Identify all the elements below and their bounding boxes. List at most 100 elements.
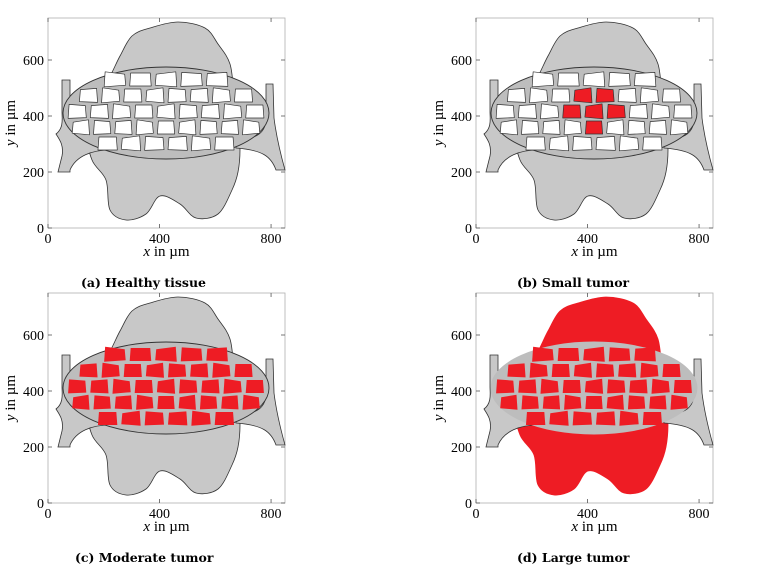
vessel-pocket <box>573 362 592 378</box>
vessel-pocket <box>157 396 175 409</box>
vessel-pocket <box>540 378 559 394</box>
vessel-pocket <box>618 135 640 152</box>
y-axis-label: y in µm <box>3 375 19 423</box>
vessel-pocket <box>673 104 693 119</box>
vessel-pocket <box>495 104 515 119</box>
vessel-pocket <box>532 346 554 362</box>
panel-a: 0 400 800 0 200 400 600 x in µm y in µm <box>0 0 300 262</box>
vessel-pocket <box>114 395 133 410</box>
vessel-pocket <box>542 395 561 410</box>
vessel-pocket <box>618 363 637 378</box>
x-tick-label: 800 <box>261 232 282 247</box>
vessel-pocket <box>191 410 211 426</box>
panel-b-caption: (b) Small tumor <box>517 275 630 290</box>
vessel-pocket <box>205 72 229 87</box>
x-axis-label: x in µm <box>142 519 189 535</box>
vessel-pocket <box>190 363 209 378</box>
vessel-pocket <box>651 378 670 394</box>
vessel-pocket <box>673 380 692 393</box>
vessel-pocket <box>129 348 152 361</box>
vessel-pocket <box>154 71 178 88</box>
vessel-pocket <box>542 120 561 135</box>
vessel-pocket <box>220 120 239 135</box>
vessel-pocket <box>167 88 187 103</box>
x-tick-label: 800 <box>261 507 282 522</box>
vessel-pocket <box>123 88 143 103</box>
vessel-pocket <box>180 72 203 87</box>
vessel-pocket <box>112 103 132 120</box>
vessel-pocket <box>179 379 198 394</box>
vessel-pocket <box>144 136 165 151</box>
vessel-pocket <box>79 88 98 103</box>
vessel-pocket <box>529 87 549 104</box>
vessel-pocket <box>640 362 659 378</box>
y-axis-label: y in µm <box>3 100 19 148</box>
vessel-pocket <box>112 378 131 394</box>
y-tick-label: 0 <box>37 222 44 237</box>
y-axis-label: y in µm <box>431 100 447 148</box>
panel-a-caption: (a) Healthy tissue <box>81 275 207 290</box>
vessel-pocket <box>145 87 165 104</box>
vessel-pocket <box>90 379 109 394</box>
vessel-pocket <box>79 363 98 378</box>
vessel-pocket <box>144 411 164 426</box>
vessel-pocket <box>72 394 90 410</box>
vessel-pocket <box>607 379 626 394</box>
vessel-pocket <box>167 136 188 151</box>
vessel-pocket <box>104 346 126 362</box>
x-tick-label: 400 <box>577 232 598 247</box>
y-axis-label: y in µm <box>431 375 447 423</box>
vessel-pocket <box>168 411 188 426</box>
panel-d-plot: 0 400 800 0 200 400 600 x in µm y in µm <box>431 292 714 535</box>
vessel-pocket <box>68 379 87 394</box>
y-tick-label: 200 <box>451 166 472 181</box>
vessel-pocket <box>583 346 605 362</box>
axes-frame <box>475 292 714 504</box>
y-tick-label: 400 <box>451 110 472 125</box>
vessel-pocket <box>662 88 681 103</box>
x-axis-label: x in µm <box>570 244 617 260</box>
vessel-pocket <box>572 136 593 151</box>
vessel-pocket <box>651 103 671 120</box>
vessel-pocket <box>563 119 582 136</box>
vessel-pocket <box>634 347 656 362</box>
vessel-pocket <box>517 104 537 119</box>
x-tick-label: 400 <box>149 507 170 522</box>
vessel-pocket <box>67 104 87 119</box>
vessel-pocket <box>201 379 220 394</box>
vessel-pocket <box>234 364 253 377</box>
x-tick-label: 0 <box>473 507 480 522</box>
y-tick-label: 0 <box>465 222 472 237</box>
vessel-pocket <box>200 104 220 119</box>
vessel-pocket <box>199 395 218 410</box>
panel-a-plot: 0 400 800 0 200 400 600 x in µm y in µm <box>3 17 286 260</box>
vessel-pocket <box>529 362 548 378</box>
vessel-pocket <box>606 119 625 136</box>
right-vessel <box>663 358 714 446</box>
vessel-pocket <box>71 119 90 136</box>
vessel-pocket <box>211 87 231 104</box>
vessel-pocket <box>595 88 615 103</box>
vessel-pocket <box>549 410 569 426</box>
y-tick-label: 600 <box>451 329 472 344</box>
vessel-pocket <box>178 104 198 119</box>
vessel-pocket <box>103 71 127 88</box>
vessel-pocket <box>245 380 264 393</box>
vessel-pocket <box>584 378 604 394</box>
vessel-pocket <box>114 120 133 135</box>
y-tick-label: 200 <box>23 166 44 181</box>
vessel-pocket <box>564 394 582 410</box>
vessel-pocket <box>214 412 235 425</box>
vessel-pocket <box>97 412 118 425</box>
vessel-pocket <box>670 119 689 136</box>
panel-b: 0 400 800 0 200 400 600 x in µm y in µm <box>428 0 728 262</box>
vessel-pocket <box>606 104 626 119</box>
vessel-pocket <box>135 119 154 136</box>
y-tick-label: 600 <box>23 329 44 344</box>
x-axis-label: x in µm <box>142 244 189 260</box>
vessel-pocket <box>572 411 592 426</box>
y-tick-label: 400 <box>451 385 472 400</box>
x-tick-label: 0 <box>45 507 52 522</box>
vessel-pocket <box>101 87 121 104</box>
vessel-pocket <box>639 87 659 104</box>
